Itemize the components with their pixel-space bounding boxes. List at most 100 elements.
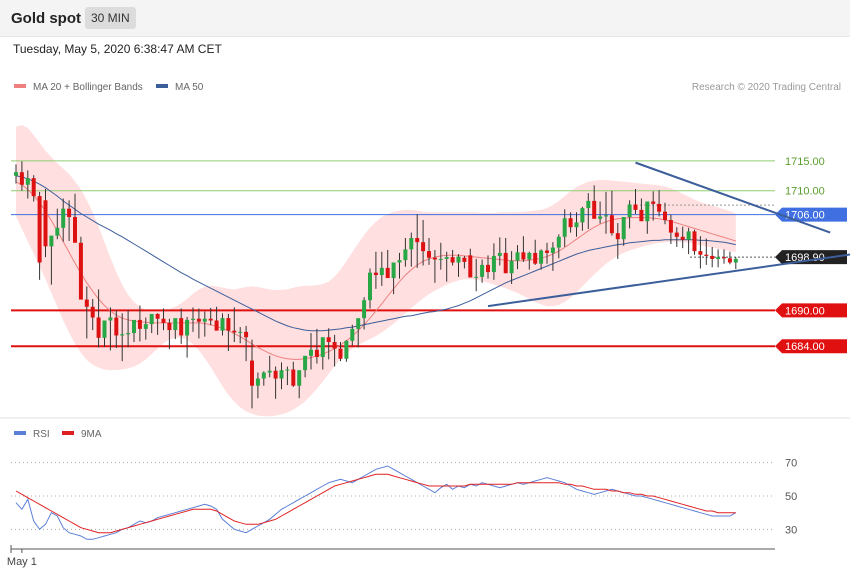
candle-body: [503, 252, 508, 274]
candle-body: [574, 222, 579, 228]
candle-body: [31, 178, 36, 197]
candle-body: [102, 320, 107, 338]
candle-body: [179, 318, 184, 336]
candle-body: [615, 233, 620, 240]
candle-body: [232, 330, 237, 333]
candle-body: [586, 200, 591, 209]
timestamp: Tuesday, May 5, 2020 6:38:47 AM CET: [13, 42, 222, 56]
candle-body: [639, 209, 644, 222]
rsi-ma9-line: [15, 473, 736, 534]
rsi-ref-label-70: 70: [785, 458, 797, 470]
candle-body: [297, 370, 302, 386]
candle-body: [462, 257, 467, 262]
candle-body: [73, 217, 77, 243]
candle-body: [84, 299, 89, 307]
candle-body: [350, 328, 355, 341]
candle-body: [391, 262, 396, 279]
rsi-legend-swatch-1: [62, 431, 74, 435]
level-tag-1684.00: [775, 339, 847, 354]
level-label-1690.00: 1690.00: [785, 305, 825, 317]
level-tag-1690.00: [775, 303, 847, 318]
candle-body: [362, 300, 367, 319]
candle-body: [562, 218, 567, 237]
candle-body: [303, 355, 308, 371]
candle-body: [668, 220, 673, 233]
candle-body: [332, 342, 337, 349]
header-bar: Gold spot 30 MIN: [0, 0, 850, 37]
candle-body: [645, 201, 650, 222]
instrument-title: Gold spot: [11, 10, 81, 27]
candle-body: [539, 250, 544, 264]
candle-body: [450, 257, 455, 263]
candle-body: [580, 208, 585, 223]
candle-body: [137, 319, 142, 329]
candle-body: [651, 201, 656, 204]
legend-swatch-0: [14, 84, 26, 88]
candle-body: [155, 313, 160, 319]
candle-body: [126, 333, 131, 335]
candle-body: [185, 319, 190, 336]
candle-body: [468, 255, 473, 278]
candle-body: [556, 236, 561, 248]
candle-body: [704, 254, 709, 256]
candle-body: [545, 250, 549, 253]
candle-body: [509, 260, 514, 274]
candle-body: [49, 235, 54, 247]
rsi-line: [15, 465, 737, 540]
candle-body: [692, 231, 697, 252]
rsi-ref-label-50: 50: [785, 491, 797, 503]
candle-body: [403, 249, 408, 261]
candle-body: [657, 203, 662, 212]
candle-body: [680, 236, 685, 240]
candle-body: [409, 237, 414, 250]
candle-body: [415, 237, 420, 243]
rsi-ref-label-30: 30: [785, 524, 797, 536]
candle-body: [698, 251, 703, 255]
x-tick-label-May 1: May 1: [7, 556, 37, 568]
candle-body: [244, 331, 249, 338]
candle-body: [255, 378, 260, 386]
candle-body: [37, 196, 42, 263]
rsi-legend-label-0: RSI: [33, 429, 50, 440]
candle-body: [427, 251, 431, 258]
candle-body: [674, 232, 679, 237]
candle-body: [326, 337, 331, 343]
level-tag-1706.00: [775, 207, 847, 222]
candle-body: [491, 255, 496, 273]
candle-body: [78, 242, 83, 300]
candle-body: [238, 331, 243, 333]
candle-body: [604, 215, 608, 217]
candle-body: [173, 318, 178, 331]
candle-body: [716, 257, 721, 259]
candle-body: [474, 276, 479, 278]
candle-body: [379, 267, 384, 276]
level-label-1715.00: 1715.00: [785, 156, 825, 168]
candle-body: [438, 258, 443, 260]
candle-body: [120, 334, 125, 336]
candle-body: [515, 252, 520, 261]
candle-body: [191, 318, 195, 320]
candle-body: [421, 242, 426, 252]
candle-body: [226, 318, 231, 331]
candle-body: [320, 337, 325, 357]
level-label-1706.00: 1706.00: [785, 210, 825, 222]
candle-body: [480, 264, 485, 277]
candle-body: [43, 200, 48, 247]
candle-body: [214, 320, 219, 331]
candle-body: [592, 200, 597, 219]
candle-body: [627, 204, 632, 218]
timeframe-button[interactable]: 30 MIN: [85, 7, 136, 29]
candle-body: [61, 208, 66, 228]
candle-body: [633, 204, 638, 210]
candle-body: [67, 208, 72, 218]
candle-body: [486, 264, 490, 273]
level-tag-1698.90: [775, 250, 847, 265]
candle-body: [196, 318, 201, 322]
candle-body: [368, 272, 372, 301]
candle-body: [132, 319, 136, 334]
candle-body: [202, 318, 207, 322]
candle-body: [533, 252, 538, 264]
level-label-1684.00: 1684.00: [785, 341, 825, 353]
candle-body: [598, 216, 603, 219]
